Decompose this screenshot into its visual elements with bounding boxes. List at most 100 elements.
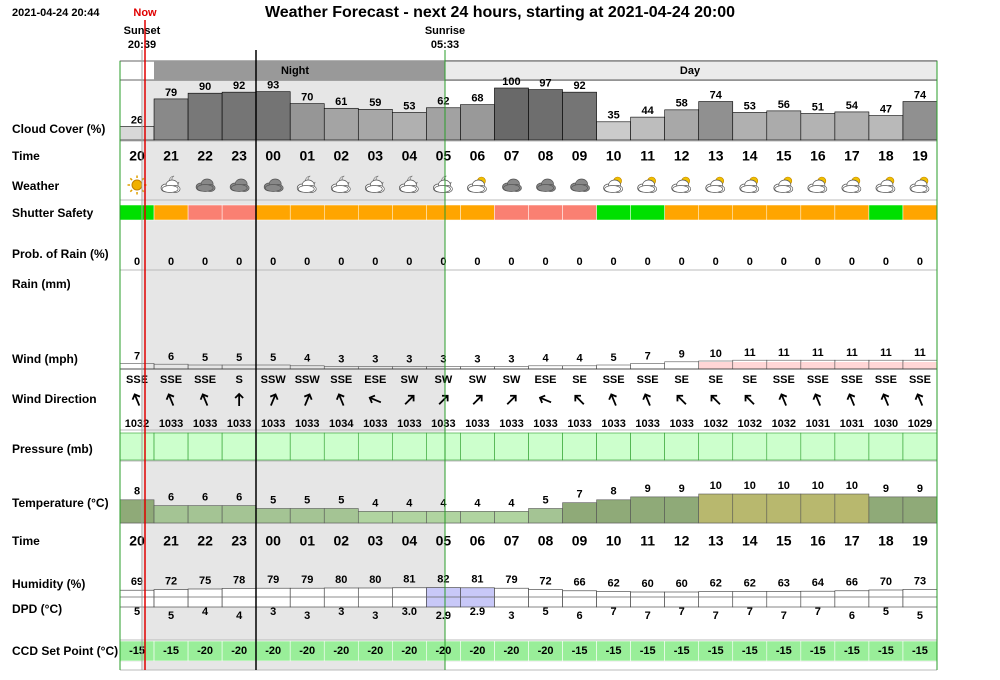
cloud-bar	[630, 116, 665, 141]
shutter-cell	[902, 204, 938, 221]
timestamp: 2021-04-24 20:44	[12, 7, 100, 19]
ccd-value: -20	[435, 645, 451, 657]
humidity-value: 75	[199, 575, 211, 587]
shutter-cell	[426, 204, 461, 221]
hour-label: 07	[504, 148, 520, 164]
wind-arrow	[574, 394, 585, 405]
wind-value: 11	[778, 347, 790, 359]
cloud-bar	[392, 112, 427, 141]
shutter-cell	[494, 204, 529, 221]
row-label: Temperature (°C)	[12, 496, 109, 510]
hour-label: 17	[844, 533, 860, 549]
hour-label: 21	[163, 148, 179, 164]
rain-prob: 0	[747, 256, 753, 268]
wind-warn-bg	[868, 362, 903, 369]
ccd-value: -15	[708, 645, 724, 657]
ccd-value: -20	[367, 645, 383, 657]
pressure-cell	[630, 432, 665, 461]
cloud-value: 74	[914, 89, 927, 101]
temp-bar	[187, 505, 223, 524]
row-label: DPD (°C)	[12, 602, 62, 616]
cloud-icon	[909, 179, 930, 193]
ccd-value: -15	[742, 645, 758, 657]
hour-label: 10	[606, 148, 622, 164]
cloud-value: 92	[233, 80, 245, 92]
cloud-bar	[357, 109, 393, 141]
wind-dir: SSE	[841, 374, 863, 386]
dpd-value: 6	[577, 610, 583, 622]
wind-value: 11	[846, 347, 858, 359]
arrow-shape	[234, 392, 244, 406]
row-label: Time	[12, 149, 40, 163]
hour-label: 18	[878, 533, 894, 549]
rain-prob: 0	[611, 256, 617, 268]
cloud-icon	[841, 179, 862, 193]
temp-value: 5	[304, 494, 310, 506]
pressure-value: 1033	[635, 418, 659, 430]
arrow-shape	[744, 394, 755, 405]
row-label: Shutter Safety	[12, 206, 94, 220]
humidity-box	[119, 589, 155, 608]
dpd-value: 7	[679, 606, 685, 618]
shutter-cell	[221, 204, 257, 221]
humidity-box	[596, 591, 631, 608]
wind-dir: SSE	[909, 374, 931, 386]
page-title: Weather Forecast - next 24 hours, starti…	[265, 4, 735, 21]
wind-bar	[664, 361, 700, 370]
wind-value: 4	[304, 353, 311, 365]
wind-dir: SSE	[126, 374, 148, 386]
wind-arrow	[778, 393, 788, 406]
hour-label: 06	[470, 148, 486, 164]
wind-warn-bg	[698, 362, 733, 369]
humidity-box	[323, 587, 359, 608]
pressure-cell	[596, 432, 631, 461]
cloud-puff	[264, 184, 282, 192]
dpd-value: 3	[304, 610, 310, 622]
wind-value: 3	[338, 354, 344, 366]
shutter-cell	[732, 204, 768, 221]
cloud-value: 54	[846, 100, 859, 112]
wind-value: 3	[372, 354, 378, 366]
hour-label: 12	[674, 533, 690, 549]
cloud-puff	[774, 185, 792, 193]
hour-label: 22	[197, 533, 213, 549]
pressure-value: 1033	[567, 418, 591, 430]
dpd-value: 4	[236, 610, 243, 622]
cloud-puff	[196, 184, 214, 192]
pressure-cell	[460, 432, 495, 461]
arrow-shape	[368, 394, 382, 404]
cloud-puff	[876, 185, 894, 193]
cloud-bar	[902, 101, 938, 141]
wind-arrow	[199, 393, 209, 406]
ccd-value: -15	[606, 645, 622, 657]
cloud-value: 56	[778, 99, 790, 111]
ccd-value: -20	[299, 645, 315, 657]
cloud-value: 62	[437, 96, 449, 108]
hour-label: 16	[810, 533, 826, 549]
pressure-cell	[255, 432, 291, 461]
cloud-bar	[119, 126, 155, 141]
rain-prob: 0	[849, 256, 855, 268]
humidity-box	[221, 588, 257, 608]
row-label: Prob. of Rain (%)	[12, 247, 109, 261]
shutter-cell	[664, 204, 699, 221]
pressure-value: 1033	[261, 418, 285, 430]
temp-bar	[630, 496, 665, 524]
hour-label: 15	[776, 148, 792, 164]
temp-value: 10	[812, 480, 824, 492]
cloud-bar	[766, 110, 802, 141]
dpd-value: 2.9	[436, 610, 451, 622]
ccd-value: -20	[504, 645, 520, 657]
hour-label: 05	[436, 148, 452, 164]
cloud-puff	[604, 185, 621, 193]
wind-dir: SW	[400, 374, 418, 386]
pressure-cell	[766, 432, 802, 461]
humidity-value: 81	[471, 574, 483, 586]
humidity-box	[630, 591, 665, 608]
wind-dir: SSE	[875, 374, 897, 386]
rain-prob: 0	[202, 256, 208, 268]
temp-value: 5	[270, 494, 276, 506]
humidity-value: 70	[880, 576, 892, 588]
temp-bar	[494, 511, 529, 524]
hour-label: 17	[844, 148, 860, 164]
